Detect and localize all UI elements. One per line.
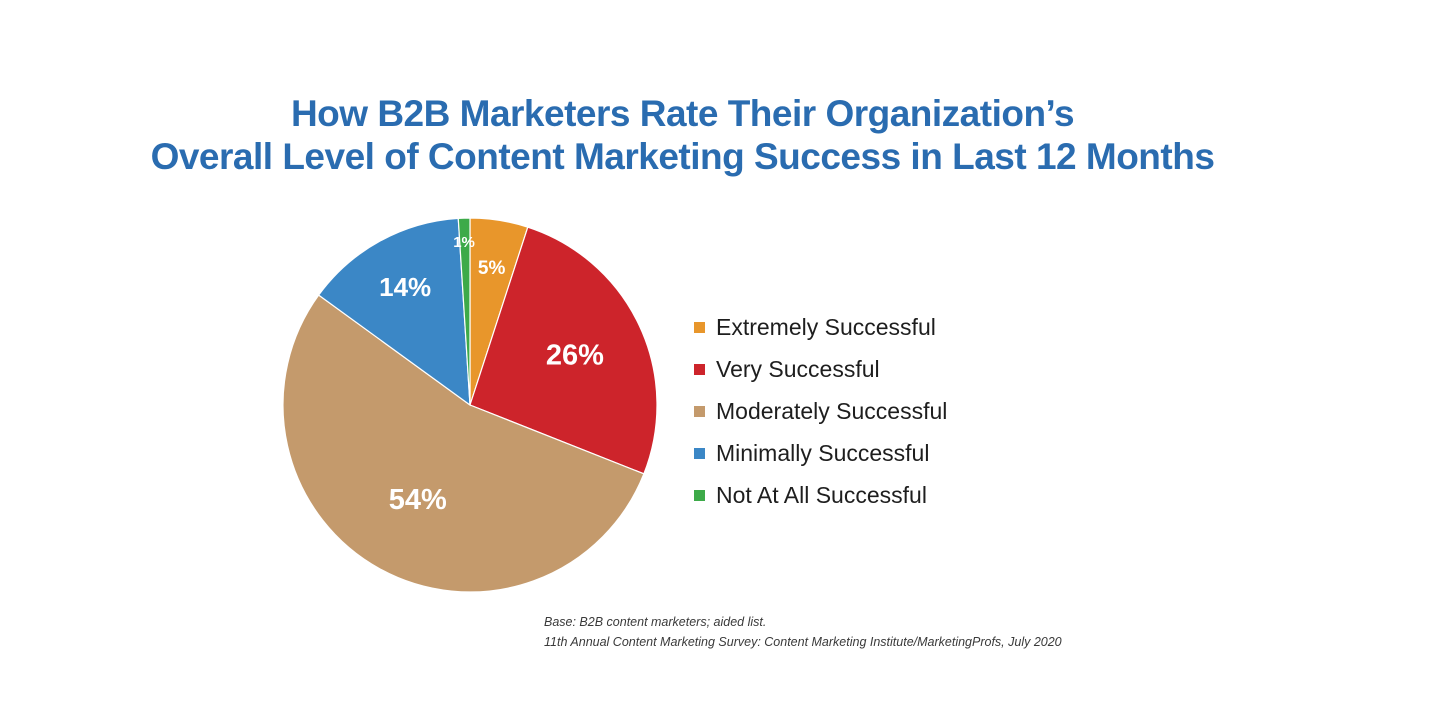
legend-label: Minimally Successful: [716, 439, 930, 466]
legend-swatch: [694, 447, 705, 459]
chart-title-line-1: How B2B Marketers Rate Their Organizatio…: [290, 93, 1075, 134]
legend-item-moderately-successful: Moderately Successful: [694, 390, 947, 432]
legend-swatch: [694, 489, 705, 501]
pie-data-label: 54%: [389, 484, 447, 516]
legend-item-very-successful: Very Successful: [694, 348, 947, 390]
chart-legend: Extremely Successful Very Successful Mod…: [694, 306, 947, 516]
legend-swatch: [694, 363, 705, 375]
legend-label: Moderately Successful: [716, 397, 948, 424]
footnote-source: 11th Annual Content Marketing Survey: Co…: [544, 635, 1062, 649]
pie-data-label: 26%: [546, 340, 604, 372]
legend-label: Extremely Successful: [716, 313, 936, 340]
legend-label: Not At All Successful: [716, 481, 927, 508]
pie-slice-moderately-successful: [282, 294, 645, 593]
pie-data-label: 1%: [453, 234, 475, 251]
legend-item-extremely-successful: Extremely Successful: [694, 306, 947, 348]
legend-label: Very Successful: [716, 355, 880, 382]
pie-data-label: 5%: [478, 258, 506, 279]
footnote-base: Base: B2B content marketers; aided list.: [544, 615, 767, 629]
pie-slice-not-at-all-successful: [457, 217, 471, 406]
pie-data-label: 14%: [379, 272, 431, 302]
legend-swatch: [694, 405, 705, 417]
chart-title: How B2B Marketers Rate Their Organizatio…: [0, 92, 1365, 178]
pie-slice-very-successful: [469, 226, 658, 475]
pie-chart: 5% 26% 54% 14% 1%: [282, 217, 658, 593]
chart-title-line-2: Overall Level of Content Marketing Succe…: [150, 136, 1215, 177]
legend-item-not-at-all-successful: Not At All Successful: [694, 474, 947, 516]
chart-footnote: Base: B2B content marketers; aided list.…: [544, 612, 1062, 652]
legend-item-minimally-successful: Minimally Successful: [694, 432, 947, 474]
pie-slice-minimally-successful: [317, 217, 471, 407]
legend-swatch: [694, 321, 705, 333]
